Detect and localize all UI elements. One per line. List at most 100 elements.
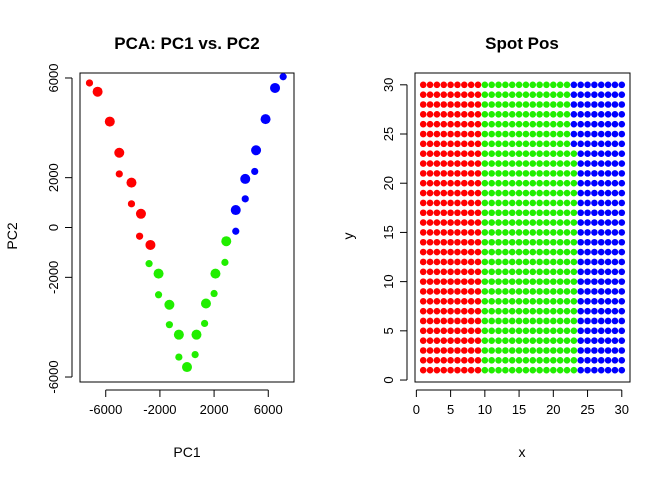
- chart1-point-red: [114, 147, 125, 158]
- chart2-spot-blue: [604, 81, 612, 89]
- chart2-spot-red: [467, 91, 475, 98]
- chart2-spot-green: [550, 357, 557, 364]
- chart2-spot-red: [440, 150, 448, 157]
- chart2-spot-red: [433, 81, 441, 89]
- chart2-spot-green: [515, 91, 523, 98]
- chart2-spot-blue: [584, 347, 591, 354]
- chart2-spot-green: [495, 317, 502, 325]
- chart2-spot-red: [447, 238, 454, 246]
- chart2-spot-red: [460, 248, 468, 256]
- chart2-spot-green: [536, 209, 543, 217]
- chart2-spot-green: [563, 179, 571, 187]
- chart2-spot-blue: [584, 179, 591, 187]
- chart1-ylabel: PC2: [4, 222, 20, 249]
- chart2-spot-blue: [570, 130, 578, 138]
- chart2-spot-red: [419, 366, 427, 374]
- chart2-spot-blue: [577, 307, 585, 315]
- chart2-spot-green: [515, 347, 523, 354]
- chart2-spot-green: [536, 101, 543, 108]
- chart2-spot-red: [474, 317, 482, 325]
- chart2-spot-blue: [570, 140, 578, 148]
- chart2-spot-green: [515, 219, 523, 226]
- chart2-spot-blue: [577, 298, 585, 305]
- chart2-spot-red: [460, 298, 468, 305]
- chart2-spot-green: [495, 357, 502, 364]
- chart2-spot-green: [563, 307, 571, 315]
- chart2-spot-green: [502, 327, 509, 335]
- chart2-spot-red: [467, 229, 475, 236]
- chart2-spot-red: [454, 288, 461, 295]
- chart2-spot-red: [433, 347, 441, 354]
- chart2-spot-green: [502, 101, 509, 108]
- chart2-spot-green: [563, 327, 571, 335]
- chart2-spot-green: [556, 209, 564, 217]
- chart2-spot-green: [522, 268, 530, 276]
- chart2-spot-green: [563, 278, 571, 285]
- chart2-spot-red: [419, 111, 427, 118]
- chart2-spot-blue: [597, 199, 605, 207]
- chart2-spot-green: [488, 219, 495, 226]
- chart2-spot-blue: [591, 307, 598, 315]
- chart1-point-blue: [230, 205, 241, 216]
- chart2-spot-blue: [591, 298, 598, 305]
- chart2-spot-green: [522, 317, 530, 325]
- chart2-spot-red: [433, 130, 441, 138]
- chart2-spot-blue: [577, 130, 585, 138]
- chart2-spot-red: [447, 248, 454, 256]
- chart2-spot-red: [433, 248, 441, 256]
- chart2-spot-red: [454, 160, 461, 167]
- chart2-spot-green: [502, 179, 509, 187]
- chart2-spot-green: [556, 278, 564, 285]
- chart2-spot-green: [515, 81, 523, 89]
- chart2-spot-green: [502, 91, 509, 98]
- chart2-spot-red: [447, 130, 454, 138]
- chart2-x-tick-label: 0: [413, 402, 420, 417]
- chart2-spot-green: [481, 160, 489, 167]
- chart2-spot-red: [460, 179, 468, 187]
- chart2-spot-green: [556, 81, 564, 89]
- chart2-spot-green: [508, 229, 516, 236]
- chart2-spot-green: [536, 130, 543, 138]
- chart2-spot-green: [536, 179, 543, 187]
- chart2-spot-green: [563, 140, 571, 148]
- chart2-spot-green: [481, 238, 489, 246]
- chart2-spot-green: [529, 150, 537, 157]
- chart2-spot-green: [522, 307, 530, 315]
- chart2-x-tick-label: 25: [580, 402, 594, 417]
- chart2-spot-green: [495, 179, 502, 187]
- chart2-spot-green: [508, 199, 516, 207]
- chart2-spot-green: [543, 288, 550, 295]
- chart2-spot-red: [447, 229, 454, 236]
- chart2-spot-green: [488, 298, 495, 305]
- chart2-spot-green: [508, 357, 516, 364]
- chart2-spot-green: [481, 288, 489, 295]
- chart2-spot-green: [495, 219, 502, 226]
- chart2-spot-blue: [597, 307, 605, 315]
- chart2-spot-red: [433, 238, 441, 246]
- chart2-spot-blue: [618, 140, 626, 148]
- chart2-spot-green: [522, 229, 530, 236]
- chart1-point-green: [200, 298, 211, 309]
- chart2-spot-blue: [597, 238, 605, 246]
- chart2-spot-red: [440, 170, 448, 177]
- chart2-spot-blue: [584, 229, 591, 236]
- chart2-spot-red: [440, 258, 448, 266]
- chart2-spot-red: [440, 160, 448, 167]
- chart2-spot-green: [488, 288, 495, 295]
- chart2-spot-red: [447, 298, 454, 305]
- chart2-spot-green: [522, 150, 530, 157]
- chart2-spot-red: [454, 111, 461, 118]
- chart2-spot-red: [447, 258, 454, 266]
- chart2-spot-green: [550, 101, 557, 108]
- chart2-spot-red: [454, 268, 461, 276]
- chart2-spot-red: [426, 337, 434, 344]
- chart2-spot-blue: [618, 81, 626, 89]
- chart2-spot-red: [447, 337, 454, 344]
- chart2-spot-blue: [618, 170, 626, 177]
- chart2-spot-green: [488, 209, 495, 217]
- chart2-spot-blue: [611, 199, 619, 207]
- chart2-spot-red: [426, 219, 434, 226]
- chart2-spot-green: [522, 81, 530, 89]
- chart2-spot-red: [433, 298, 441, 305]
- chart2-spot-blue: [597, 160, 605, 167]
